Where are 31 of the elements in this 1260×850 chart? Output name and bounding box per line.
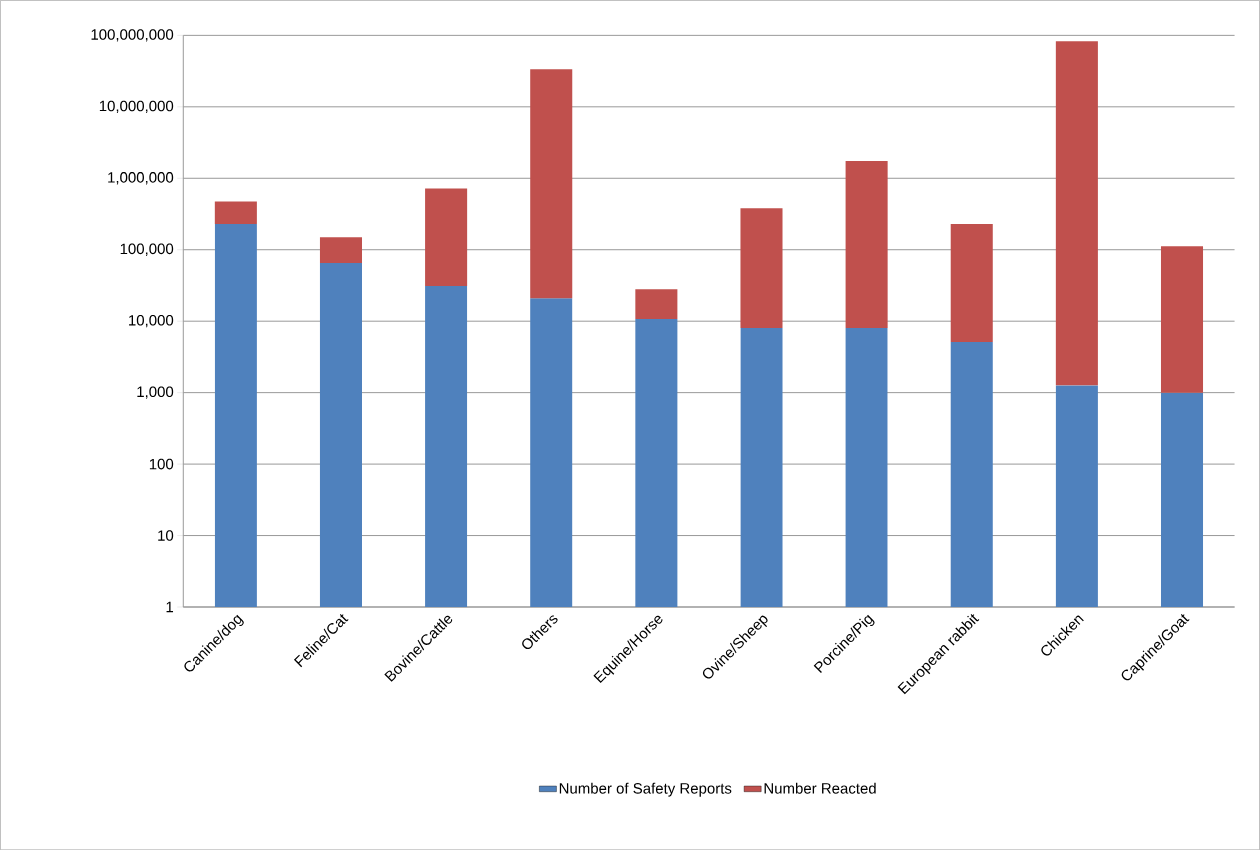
bar: [319, 237, 362, 263]
bar: [950, 341, 993, 607]
bar: [635, 289, 678, 319]
y-tick-label: 10,000,000: [99, 100, 174, 113]
bar: [635, 318, 678, 607]
bar: [214, 223, 257, 607]
y-tick-label: 100,000,000: [91, 29, 174, 42]
bar: [1160, 392, 1204, 607]
y-tick-label: 1: [166, 601, 174, 613]
bar: [1055, 41, 1098, 386]
bar: [214, 201, 257, 224]
bar: [845, 160, 888, 328]
y-tick-label: 10,000: [129, 314, 174, 328]
y-tick-label: 1,000,000: [108, 171, 174, 185]
legend-label: Number Reacted: [764, 782, 876, 794]
bar: [530, 69, 573, 299]
bar: [425, 188, 468, 286]
bar: [319, 262, 362, 607]
y-tick-label: 100: [149, 458, 174, 470]
bar: [1055, 385, 1098, 607]
y-tick-label: 100,000: [120, 243, 174, 256]
bar: [1160, 246, 1204, 393]
bar: [740, 327, 783, 607]
bar: [950, 223, 993, 342]
bar: [845, 327, 888, 607]
legend-label: Number of Safety Reports: [559, 782, 732, 797]
bar: [740, 208, 783, 328]
bar: [530, 298, 573, 607]
y-tick-label: 10: [158, 530, 174, 541]
y-tick-label: 1,000: [137, 386, 174, 399]
bar: [425, 285, 468, 607]
